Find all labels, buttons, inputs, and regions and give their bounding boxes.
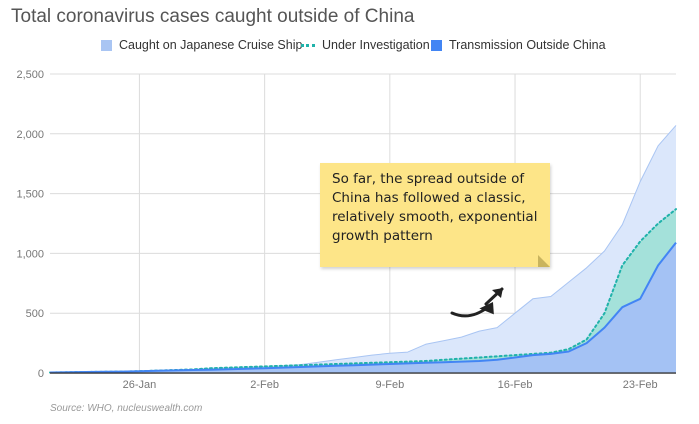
legend-label-transmission: Transmission Outside China: [449, 38, 606, 52]
legend-swatch-under-investigation: [301, 43, 315, 47]
x-tick-label: 16-Feb: [498, 379, 533, 391]
legend-item-transmission[interactable]: Transmission Outside China: [431, 38, 606, 52]
x-tick-label: 23-Feb: [623, 379, 658, 391]
series-area-cruise-ship: [50, 125, 676, 374]
legend-label-under-investigation: Under Investigation: [322, 38, 430, 52]
y-tick-label: 500: [26, 308, 44, 320]
arrow-tip-icon: [492, 288, 503, 298]
source-note: Source: WHO, nucleuswealth.com: [50, 403, 203, 414]
annotation-arrow: [450, 287, 504, 318]
y-tick-label: 2,000: [16, 129, 44, 141]
axis-labels: 0 500 1,000 1,500 2,000 2,500 26-Jan 2-Feb 9-Feb…: [16, 69, 657, 391]
legend-swatch-transmission: [431, 39, 442, 51]
x-tick-label: 26-Jan: [123, 379, 157, 391]
note-fold-corner: [538, 255, 550, 267]
arrow-head-icon: [479, 302, 494, 315]
series-line-transmission: [49, 241, 677, 374]
legend: Caught on Japanese Cruise Ship Under Inv…: [0, 38, 699, 56]
annotation-sticky-note: So far, the spread outside of China has …: [320, 163, 550, 267]
legend-item-under-investigation[interactable]: Under Investigation: [301, 38, 430, 52]
y-tick-label: 1,000: [16, 248, 44, 260]
y-tick-label: 0: [38, 368, 44, 380]
x-tick-label: 2-Feb: [250, 379, 279, 391]
x-tick-label: 9-Feb: [375, 379, 404, 391]
chart-title: Total coronavirus cases caught outside o…: [11, 6, 415, 27]
legend-item-cruise-ship[interactable]: Caught on Japanese Cruise Ship: [101, 38, 302, 52]
legend-swatch-cruise-ship: [101, 39, 112, 51]
series-layer: [49, 125, 677, 374]
legend-label-cruise-ship: Caught on Japanese Cruise Ship: [119, 38, 303, 52]
annotation-text: So far, the spread outside of China has …: [332, 171, 538, 244]
y-tick-label: 2,500: [16, 69, 44, 81]
series-area-transmission: [50, 242, 676, 373]
y-tick-label: 1,500: [16, 189, 44, 201]
